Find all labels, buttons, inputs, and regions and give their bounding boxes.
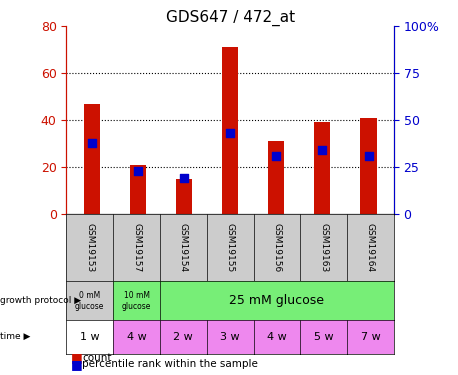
- Text: ■: ■: [71, 358, 83, 371]
- Text: 4 w: 4 w: [127, 332, 147, 342]
- Text: 25 mM glucose: 25 mM glucose: [229, 294, 324, 307]
- Bar: [222, 47, 238, 214]
- Point: [227, 130, 234, 136]
- Text: 2 w: 2 w: [174, 332, 193, 342]
- Text: GSM19154: GSM19154: [179, 223, 188, 272]
- Bar: [314, 122, 331, 214]
- Text: 7 w: 7 w: [360, 332, 380, 342]
- Text: ■: ■: [71, 351, 83, 364]
- Point: [365, 153, 372, 159]
- Text: count: count: [82, 352, 112, 363]
- Text: GSM19163: GSM19163: [319, 223, 328, 272]
- Bar: [360, 118, 376, 214]
- Point: [319, 147, 326, 153]
- Text: growth protocol ▶: growth protocol ▶: [0, 296, 82, 305]
- Title: GDS647 / 472_at: GDS647 / 472_at: [166, 10, 294, 26]
- Text: GSM19153: GSM19153: [85, 223, 94, 272]
- Text: 3 w: 3 w: [220, 332, 240, 342]
- Text: GSM19156: GSM19156: [273, 223, 281, 272]
- Point: [273, 153, 280, 159]
- Bar: [268, 141, 284, 214]
- Text: 4 w: 4 w: [267, 332, 287, 342]
- Text: 1 w: 1 w: [80, 332, 99, 342]
- Text: percentile rank within the sample: percentile rank within the sample: [82, 360, 258, 369]
- Text: 10 mM
glucose: 10 mM glucose: [122, 291, 151, 310]
- Bar: [176, 178, 192, 214]
- Text: GSM19155: GSM19155: [226, 223, 234, 272]
- Text: 5 w: 5 w: [314, 332, 333, 342]
- Text: GSM19157: GSM19157: [132, 223, 141, 272]
- Bar: [84, 104, 100, 214]
- Text: GSM19164: GSM19164: [366, 223, 375, 272]
- Point: [88, 140, 95, 146]
- Point: [180, 175, 188, 181]
- Bar: [130, 165, 146, 214]
- Text: 0 mM
glucose: 0 mM glucose: [75, 291, 104, 310]
- Text: time ▶: time ▶: [0, 332, 31, 341]
- Point: [134, 168, 142, 174]
